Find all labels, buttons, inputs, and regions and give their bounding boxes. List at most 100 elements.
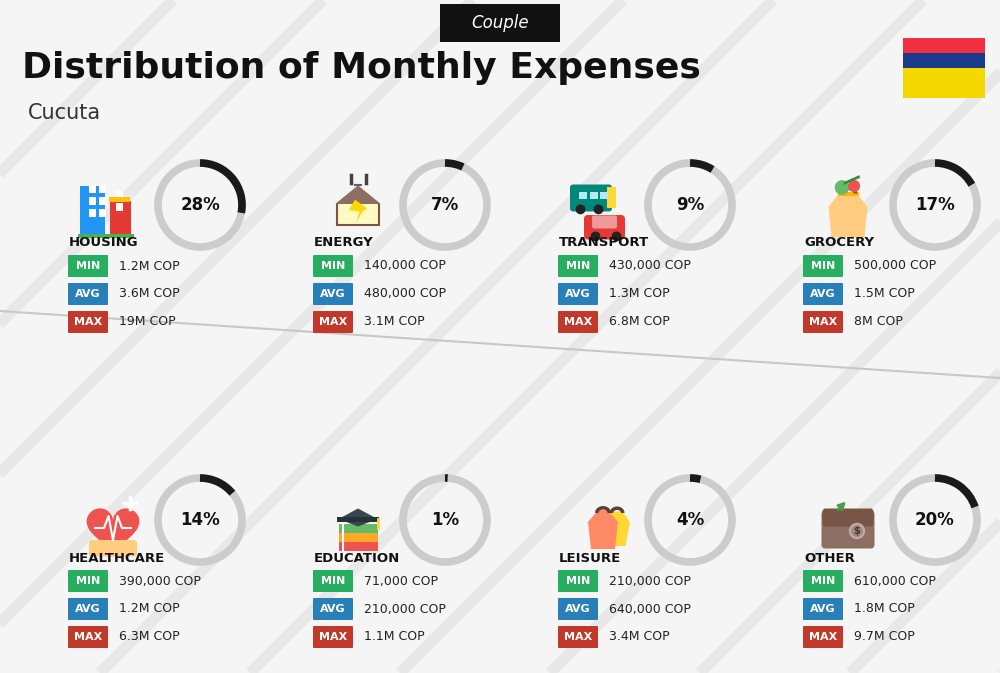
Text: 9%: 9% — [676, 196, 704, 214]
Polygon shape — [349, 199, 367, 222]
Text: 20%: 20% — [915, 511, 955, 529]
FancyBboxPatch shape — [89, 540, 137, 557]
Text: MAX: MAX — [564, 317, 592, 327]
Text: 3.1M COP: 3.1M COP — [364, 316, 425, 328]
Text: 140,000 COP: 140,000 COP — [364, 260, 446, 273]
FancyBboxPatch shape — [313, 626, 353, 648]
Text: 3.4M COP: 3.4M COP — [609, 631, 670, 643]
FancyBboxPatch shape — [337, 517, 379, 522]
FancyBboxPatch shape — [68, 311, 108, 333]
Text: MIN: MIN — [321, 576, 345, 586]
Text: 480,000 COP: 480,000 COP — [364, 287, 446, 301]
Circle shape — [594, 205, 603, 213]
Text: 6.8M COP: 6.8M COP — [609, 316, 670, 328]
FancyBboxPatch shape — [89, 197, 96, 205]
FancyBboxPatch shape — [89, 185, 96, 193]
Polygon shape — [336, 185, 380, 204]
FancyBboxPatch shape — [109, 197, 130, 202]
Text: 9.7M COP: 9.7M COP — [854, 631, 915, 643]
FancyBboxPatch shape — [116, 191, 123, 199]
FancyBboxPatch shape — [803, 598, 843, 620]
FancyBboxPatch shape — [313, 255, 353, 277]
Text: AVG: AVG — [810, 604, 836, 614]
Text: MIN: MIN — [321, 261, 345, 271]
Text: AVG: AVG — [810, 289, 836, 299]
Text: 28%: 28% — [180, 196, 220, 214]
FancyBboxPatch shape — [99, 197, 106, 205]
Text: 390,000 COP: 390,000 COP — [119, 575, 201, 588]
Text: AVG: AVG — [75, 289, 101, 299]
Text: 640,000 COP: 640,000 COP — [609, 602, 691, 616]
Text: 17%: 17% — [915, 196, 955, 214]
Text: MIN: MIN — [566, 576, 590, 586]
Polygon shape — [87, 508, 139, 556]
FancyBboxPatch shape — [68, 626, 108, 648]
FancyBboxPatch shape — [600, 192, 608, 199]
Text: 210,000 COP: 210,000 COP — [609, 575, 691, 588]
FancyBboxPatch shape — [903, 68, 985, 98]
Text: MAX: MAX — [809, 632, 837, 642]
Text: 1.8M COP: 1.8M COP — [854, 602, 915, 616]
FancyBboxPatch shape — [590, 192, 598, 199]
Text: MIN: MIN — [566, 261, 590, 271]
FancyBboxPatch shape — [822, 511, 875, 548]
FancyBboxPatch shape — [89, 209, 96, 217]
FancyBboxPatch shape — [903, 38, 985, 53]
Text: AVG: AVG — [75, 604, 101, 614]
Text: MAX: MAX — [564, 632, 592, 642]
FancyBboxPatch shape — [99, 185, 106, 193]
Text: Distribution of Monthly Expenses: Distribution of Monthly Expenses — [22, 51, 701, 85]
FancyBboxPatch shape — [584, 215, 625, 240]
Text: $: $ — [854, 526, 860, 536]
Text: 8M COP: 8M COP — [854, 316, 903, 328]
Text: 7%: 7% — [431, 196, 459, 214]
Text: MIN: MIN — [811, 261, 835, 271]
FancyBboxPatch shape — [803, 283, 843, 305]
FancyBboxPatch shape — [803, 626, 843, 648]
Circle shape — [835, 181, 849, 194]
Polygon shape — [337, 188, 379, 225]
Text: LEISURE: LEISURE — [559, 551, 621, 565]
Polygon shape — [603, 511, 630, 546]
Text: AVG: AVG — [320, 604, 346, 614]
Text: AVG: AVG — [565, 604, 591, 614]
FancyBboxPatch shape — [558, 311, 598, 333]
Circle shape — [612, 232, 621, 241]
Text: MIN: MIN — [76, 261, 100, 271]
FancyBboxPatch shape — [823, 509, 874, 526]
Circle shape — [849, 180, 859, 191]
Text: MIN: MIN — [76, 576, 100, 586]
Text: Cucuta: Cucuta — [28, 103, 101, 123]
FancyBboxPatch shape — [68, 598, 108, 620]
FancyBboxPatch shape — [558, 255, 598, 277]
Text: 610,000 COP: 610,000 COP — [854, 575, 936, 588]
FancyBboxPatch shape — [313, 570, 353, 592]
Text: MIN: MIN — [811, 576, 835, 586]
FancyBboxPatch shape — [607, 188, 616, 209]
Circle shape — [850, 524, 864, 538]
Text: 14%: 14% — [180, 511, 220, 529]
Text: EDUCATION: EDUCATION — [314, 551, 400, 565]
Polygon shape — [588, 511, 618, 549]
FancyBboxPatch shape — [68, 283, 108, 305]
Circle shape — [852, 526, 862, 536]
FancyBboxPatch shape — [338, 533, 378, 542]
FancyBboxPatch shape — [68, 570, 108, 592]
Text: ENERGY: ENERGY — [314, 236, 374, 250]
Text: 6.3M COP: 6.3M COP — [119, 631, 180, 643]
Text: MAX: MAX — [74, 317, 102, 327]
FancyBboxPatch shape — [592, 215, 617, 229]
FancyBboxPatch shape — [558, 570, 598, 592]
FancyBboxPatch shape — [338, 524, 378, 533]
FancyBboxPatch shape — [596, 510, 610, 514]
Text: Couple: Couple — [471, 14, 529, 32]
Text: OTHER: OTHER — [804, 551, 855, 565]
Text: GROCERY: GROCERY — [804, 236, 874, 250]
FancyBboxPatch shape — [838, 192, 859, 197]
Text: 210,000 COP: 210,000 COP — [364, 602, 446, 616]
Text: 71,000 COP: 71,000 COP — [364, 575, 438, 588]
FancyBboxPatch shape — [903, 53, 985, 68]
FancyBboxPatch shape — [78, 234, 134, 238]
FancyBboxPatch shape — [558, 626, 598, 648]
Text: 3.6M COP: 3.6M COP — [119, 287, 180, 301]
